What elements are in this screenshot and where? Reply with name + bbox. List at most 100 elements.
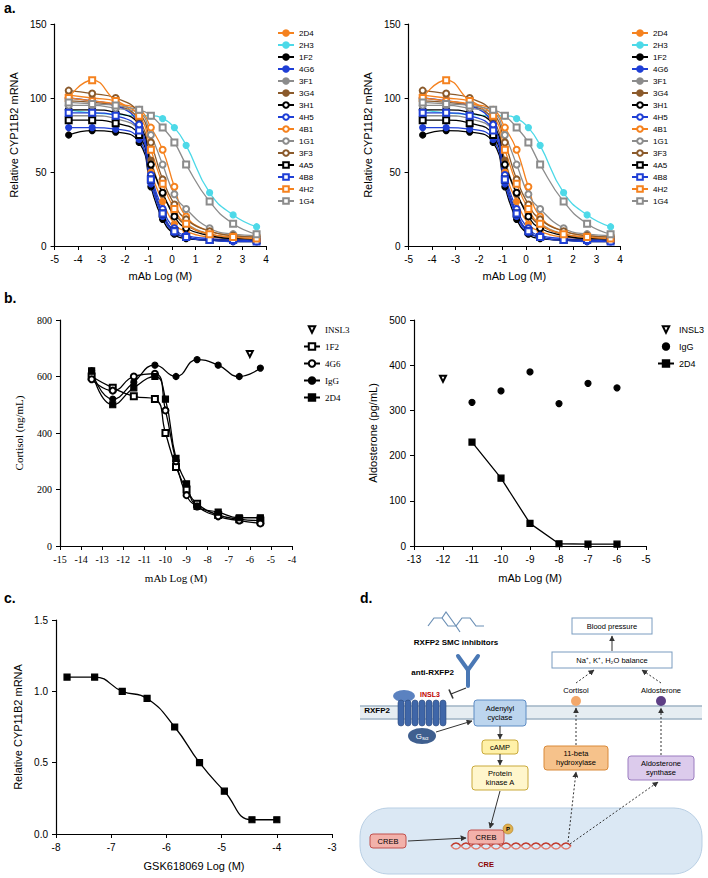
svg-text:CREB: CREB [476, 833, 497, 842]
svg-text:cAMP: cAMP [490, 743, 510, 752]
svg-text:RXFP2 SMC inhibitors: RXFP2 SMC inhibitors [414, 638, 499, 647]
svg-text:-7: -7 [107, 842, 116, 853]
svg-text:mAb Log (M): mAb Log (M) [145, 572, 208, 585]
svg-text:-5: -5 [404, 254, 413, 265]
svg-text:4: 4 [263, 254, 269, 265]
svg-text:4A5: 4A5 [299, 161, 314, 170]
svg-text:400: 400 [389, 360, 406, 371]
svg-text:1F2: 1F2 [299, 53, 313, 62]
svg-text:4B8: 4B8 [299, 173, 314, 182]
svg-text:1.5: 1.5 [34, 615, 48, 626]
svg-text:Blood pressure: Blood pressure [587, 622, 637, 631]
svg-text:-11: -11 [465, 554, 479, 565]
svg-text:4: 4 [617, 254, 623, 265]
svg-text:200: 200 [389, 450, 406, 461]
svg-text:50: 50 [35, 167, 47, 178]
svg-text:CREB: CREB [378, 837, 399, 846]
svg-text:RXFP2: RXFP2 [364, 706, 390, 715]
svg-text:3: 3 [594, 254, 600, 265]
svg-text:-4: -4 [288, 554, 296, 565]
svg-text:0.0: 0.0 [34, 829, 48, 840]
svg-text:3F3: 3F3 [299, 149, 313, 158]
svg-text:mAb Log (M): mAb Log (M) [129, 270, 193, 282]
svg-text:100: 100 [389, 495, 406, 506]
svg-text:P: P [506, 826, 510, 832]
svg-text:2: 2 [570, 254, 576, 265]
svg-text:kinase A: kinase A [486, 778, 514, 787]
svg-text:1: 1 [193, 254, 199, 265]
svg-text:-6: -6 [246, 554, 254, 565]
svg-text:0: 0 [400, 541, 406, 552]
svg-text:-3: -3 [328, 842, 337, 853]
svg-text:-2: -2 [475, 254, 484, 265]
svg-text:IgG: IgG [679, 342, 694, 352]
svg-text:3H1: 3H1 [299, 101, 314, 110]
svg-text:4H2: 4H2 [653, 185, 668, 194]
svg-text:4B8: 4B8 [653, 173, 668, 182]
svg-text:-4: -4 [74, 254, 83, 265]
svg-text:-8: -8 [555, 554, 564, 565]
svg-text:600: 600 [37, 371, 52, 382]
svg-text:Aldosterone: Aldosterone [641, 686, 681, 695]
svg-text:INSL3: INSL3 [679, 325, 704, 335]
svg-text:-6: -6 [613, 554, 622, 565]
svg-text:100: 100 [384, 93, 401, 104]
svg-text:2H3: 2H3 [299, 41, 314, 50]
svg-text:1F2: 1F2 [653, 53, 667, 62]
svg-text:-4: -4 [428, 254, 437, 265]
svg-text:3F3: 3F3 [653, 149, 667, 158]
svg-text:4G6: 4G6 [653, 65, 669, 74]
svg-text:1F2: 1F2 [325, 342, 339, 352]
svg-text:3F1: 3F1 [653, 77, 667, 86]
svg-text:4H5: 4H5 [299, 113, 314, 122]
svg-text:-7: -7 [584, 554, 593, 565]
svg-text:0: 0 [523, 254, 529, 265]
svg-text:IgG: IgG [325, 376, 339, 386]
svg-text:Cortisol: Cortisol [563, 686, 589, 695]
svg-text:4G6: 4G6 [299, 65, 315, 74]
svg-text:Relative CYP11B2 mRNA: Relative CYP11B2 mRNA [8, 71, 20, 197]
svg-text:-12: -12 [436, 554, 451, 565]
svg-text:3H1: 3H1 [653, 101, 668, 110]
svg-text:-3: -3 [451, 254, 460, 265]
svg-text:Adenylyl: Adenylyl [486, 704, 515, 713]
svg-text:50: 50 [389, 167, 401, 178]
svg-text:Protein: Protein [488, 769, 512, 778]
svg-text:1.0: 1.0 [34, 686, 48, 697]
svg-text:1: 1 [547, 254, 553, 265]
svg-text:0.5: 0.5 [34, 757, 48, 768]
svg-text:0: 0 [47, 541, 52, 552]
svg-text:1G1: 1G1 [653, 137, 669, 146]
svg-text:150: 150 [30, 19, 47, 30]
svg-text:INSL3: INSL3 [420, 691, 440, 698]
svg-text:1G4: 1G4 [299, 197, 315, 206]
svg-text:4B1: 4B1 [653, 125, 668, 134]
svg-text:400: 400 [37, 428, 52, 439]
svg-text:-4: -4 [272, 842, 281, 853]
svg-text:2D4: 2D4 [679, 359, 696, 369]
svg-text:CRE: CRE [478, 860, 494, 869]
svg-text:4B1: 4B1 [299, 125, 314, 134]
svg-text:150: 150 [384, 19, 401, 30]
svg-text:Gsα: Gsα [416, 732, 429, 742]
svg-text:Aldosterone (pg/mL): Aldosterone (pg/mL) [367, 383, 379, 483]
svg-text:0: 0 [41, 241, 47, 252]
svg-text:-5: -5 [642, 554, 651, 565]
svg-text:-12: -12 [117, 554, 130, 565]
svg-text:-7: -7 [225, 554, 233, 565]
svg-text:INSL3: INSL3 [325, 325, 350, 335]
svg-text:3G4: 3G4 [299, 89, 315, 98]
svg-text:-5: -5 [50, 254, 59, 265]
svg-text:Relative CYP11B2 mRNA: Relative CYP11B2 mRNA [362, 71, 374, 197]
svg-text:4G6: 4G6 [325, 359, 341, 369]
svg-text:Relative CYP11B2 mRNA: Relative CYP11B2 mRNA [12, 663, 24, 789]
svg-text:2D4: 2D4 [653, 29, 668, 38]
svg-text:-8: -8 [203, 554, 211, 565]
svg-text:anti-RXFP2: anti-RXFP2 [411, 668, 454, 677]
svg-text:-1: -1 [144, 254, 153, 265]
svg-text:-3: -3 [97, 254, 106, 265]
svg-text:4H5: 4H5 [653, 113, 668, 122]
svg-text:-9: -9 [182, 554, 190, 565]
svg-text:-13: -13 [96, 554, 109, 565]
svg-text:800: 800 [37, 315, 52, 326]
